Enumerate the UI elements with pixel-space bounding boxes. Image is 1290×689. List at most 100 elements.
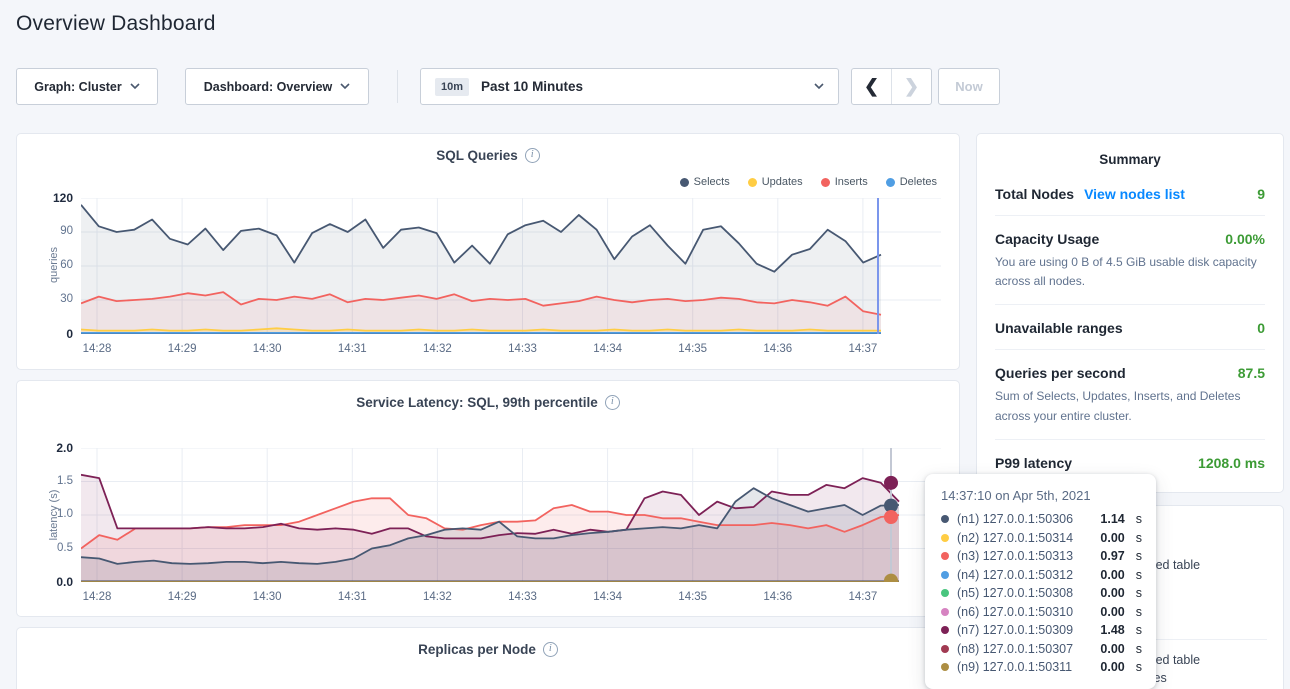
chart-title: Replicas per Node xyxy=(418,642,536,657)
y-axis-tick: 0.0 xyxy=(56,575,73,589)
dashboard-label: Dashboard: Overview xyxy=(203,79,333,94)
legend-dot xyxy=(747,177,757,187)
x-axis-tick: 14:37 xyxy=(848,591,878,603)
x-axis-tick: 14:29 xyxy=(167,343,197,355)
node-latency-unit: s xyxy=(1135,623,1142,638)
summary-row-capacity-usage: Capacity Usage 0.00% You are using 0 B o… xyxy=(995,216,1265,306)
time-range-label: Past 10 Minutes xyxy=(481,79,584,94)
dashboard-dropdown[interactable]: Dashboard: Overview xyxy=(185,68,369,105)
info-icon[interactable]: i xyxy=(542,642,558,657)
x-axis-tick: 14:36 xyxy=(763,591,793,603)
legend-item-selects: Selects xyxy=(679,176,730,188)
tooltip-node-row: (n5) 127.0.0.1:50308 0.00 s xyxy=(941,584,1142,603)
graph-scope-dropdown[interactable]: Graph: Cluster xyxy=(16,68,158,105)
node-latency-value: 1.14 xyxy=(1100,512,1125,527)
chart-legend: Selects Updates Inserts Deletes xyxy=(679,176,937,188)
x-axis-tick: 14:31 xyxy=(337,343,367,355)
summary-value: 0 xyxy=(1257,320,1265,337)
tooltip-node-row: (n9) 127.0.0.1:50311 0.00 s xyxy=(941,658,1142,677)
tooltip-node-row: (n8) 127.0.0.1:50307 0.00 s xyxy=(941,640,1142,659)
node-color-dot xyxy=(941,570,949,579)
node-latency-unit: s xyxy=(1135,604,1142,619)
previous-time-button[interactable]: ❮ xyxy=(852,69,892,104)
node-address: (n4) 127.0.0.1:50312 xyxy=(957,567,1074,582)
tooltip-node-row: (n4) 127.0.0.1:50312 0.00 s xyxy=(941,566,1142,585)
tooltip-node-row: (n6) 127.0.0.1:50310 0.00 s xyxy=(941,603,1142,622)
info-icon[interactable]: i xyxy=(524,148,540,163)
node-latency-value: 0.97 xyxy=(1100,549,1125,564)
legend-dot xyxy=(885,177,895,187)
x-axis-tick: 14:37 xyxy=(848,343,878,355)
tooltip-node-row: (n1) 127.0.0.1:50306 1.14 s xyxy=(941,510,1142,529)
service-latency-chart-card: Service Latency: SQL, 99th percentile i … xyxy=(16,380,960,617)
chevron-down-icon xyxy=(814,83,824,90)
next-time-button[interactable]: ❯ xyxy=(903,76,920,96)
y-axis-tick: 30 xyxy=(60,293,73,305)
chart-title: Service Latency: SQL, 99th percentile xyxy=(356,395,598,410)
chevron-down-icon xyxy=(130,83,140,90)
summary-panel: Summary Total Nodes View nodes list 9 Ca… xyxy=(976,133,1284,493)
node-color-dot xyxy=(941,589,949,598)
node-color-dot xyxy=(941,533,949,542)
now-button[interactable]: Now xyxy=(938,68,1000,105)
summary-value: 1208.0 ms xyxy=(1198,454,1265,471)
y-axis-tick: 0 xyxy=(66,327,73,341)
summary-value: 9 xyxy=(1257,186,1265,202)
time-step-buttons: ❮ ❯ xyxy=(851,68,932,105)
legend-item-deletes: Deletes xyxy=(885,176,937,188)
summary-value: 0.00% xyxy=(1225,231,1265,247)
page-title: Overview Dashboard xyxy=(16,12,216,35)
tooltip-node-row: (n7) 127.0.0.1:50309 1.48 s xyxy=(941,621,1142,640)
controls-divider xyxy=(397,70,398,103)
node-latency-unit: s xyxy=(1135,549,1142,564)
summary-row-unavailable-ranges: Unavailable ranges 0 xyxy=(995,305,1265,351)
node-address: (n7) 127.0.0.1:50309 xyxy=(957,623,1074,638)
node-latency-value: 0.00 xyxy=(1100,604,1125,619)
x-axis-tick: 14:33 xyxy=(508,343,537,355)
node-latency-value: 0.00 xyxy=(1100,567,1125,582)
node-latency-unit: s xyxy=(1135,512,1142,527)
node-latency-unit: s xyxy=(1135,660,1142,675)
sql-queries-plot[interactable]: 0 30 60 90 120 14:28 14:29 14:30 14:31 14:32 14:33… xyxy=(53,191,941,355)
node-color-dot xyxy=(941,663,949,672)
node-address: (n1) 127.0.0.1:50306 xyxy=(957,512,1074,527)
summary-label: Capacity Usage xyxy=(995,231,1100,247)
node-address: (n5) 127.0.0.1:50308 xyxy=(957,586,1074,601)
node-address: (n2) 127.0.0.1:50314 xyxy=(957,530,1074,545)
x-axis-tick: 14:36 xyxy=(763,343,793,355)
node-latency-unit: s xyxy=(1135,641,1142,656)
tooltip-node-row: (n2) 127.0.0.1:50314 0.00 s xyxy=(941,529,1142,548)
y-axis-tick: 0.5 xyxy=(57,541,73,554)
legend-item-inserts: Inserts xyxy=(820,176,868,188)
node-latency-value: 0.00 xyxy=(1100,586,1125,601)
y-axis-tick: 1.5 xyxy=(57,474,73,487)
x-axis-tick: 14:32 xyxy=(423,343,452,355)
node-color-dot xyxy=(941,626,949,635)
time-range-selector[interactable]: 10m Past 10 Minutes xyxy=(420,68,839,105)
node-address: (n8) 127.0.0.1:50307 xyxy=(957,641,1074,656)
summary-row-total-nodes: Total Nodes View nodes list 9 xyxy=(995,171,1265,216)
view-nodes-list-link[interactable]: View nodes list xyxy=(1084,186,1185,202)
legend-dot xyxy=(820,177,830,187)
chart-title: SQL Queries xyxy=(436,148,518,163)
info-icon[interactable]: i xyxy=(604,395,620,410)
y-axis-tick: 120 xyxy=(52,191,73,205)
node-latency-value: 0.00 xyxy=(1100,641,1125,656)
node-latency-unit: s xyxy=(1135,586,1142,601)
service-latency-plot[interactable]: 0.0 0.5 1.0 1.5 2.0 14:28 14:29 14:30 14:31 14:32… xyxy=(56,441,941,603)
node-address: (n3) 127.0.0.1:50313 xyxy=(957,549,1074,564)
summary-title: Summary xyxy=(1099,152,1161,167)
node-latency-unit: s xyxy=(1135,567,1142,582)
node-color-dot xyxy=(941,515,949,524)
chevron-down-icon xyxy=(340,83,350,90)
x-axis-tick: 14:34 xyxy=(593,343,622,355)
summary-row-p99-latency: P99 latency 1208.0 ms xyxy=(995,440,1265,484)
summary-label: P99 latency xyxy=(995,454,1073,471)
summary-description: Sum of Selects, Updates, Inserts, and De… xyxy=(995,389,1241,423)
node-latency-value: 1.48 xyxy=(1100,623,1125,638)
chart-hover-tooltip: 14:37:10 on Apr 5th, 2021 (n1) 127.0.0.1… xyxy=(925,474,1156,689)
x-axis-tick: 14:31 xyxy=(337,591,367,603)
y-axis-tick: 1.0 xyxy=(57,508,73,520)
tooltip-node-row: (n3) 127.0.0.1:50313 0.97 s xyxy=(941,547,1142,566)
